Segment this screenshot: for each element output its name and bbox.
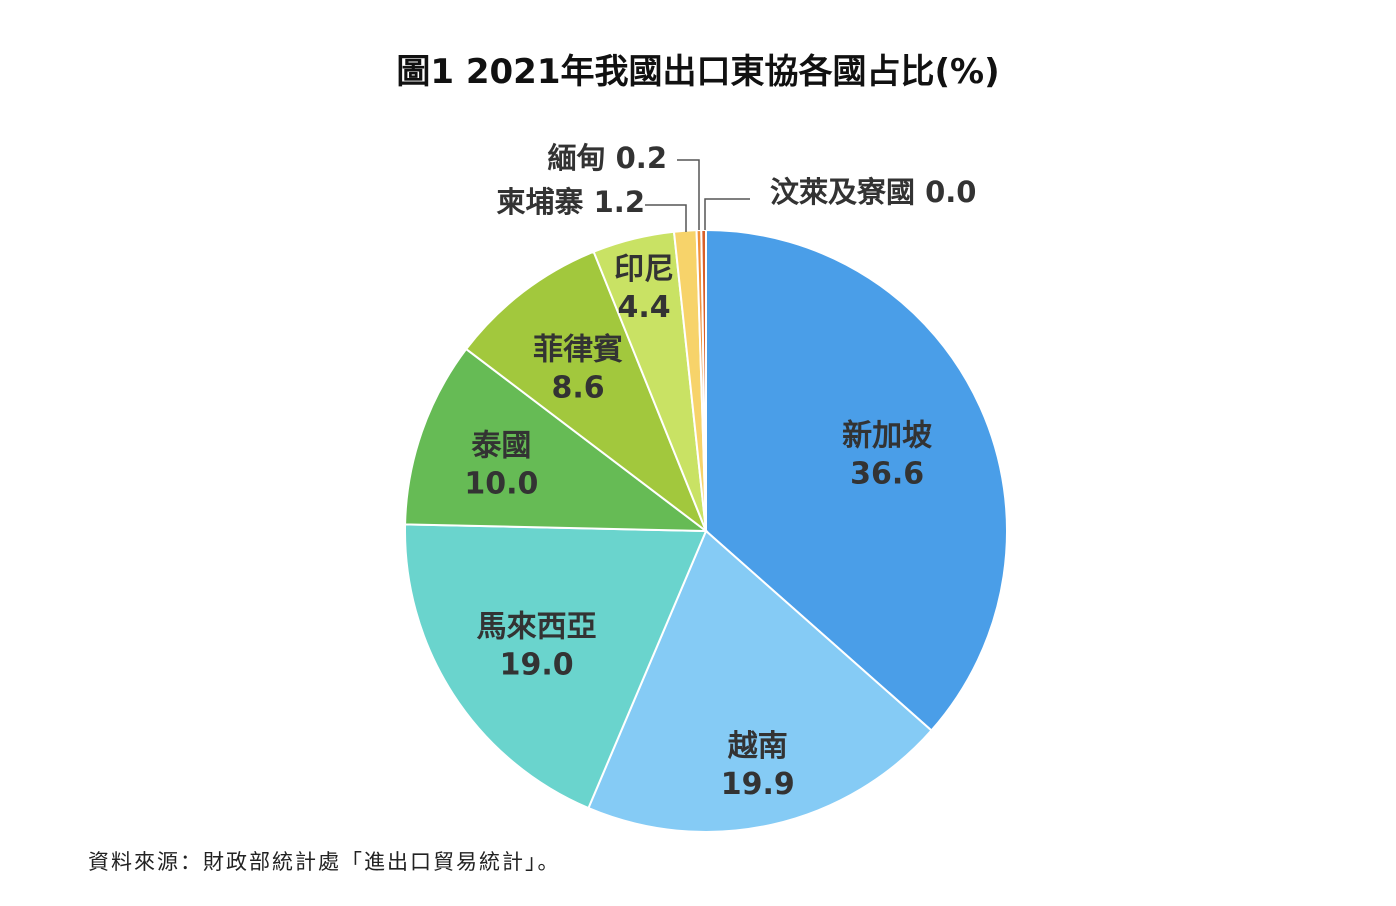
slice-label-thailand: 泰國: [471, 429, 531, 464]
pie-slice-singapore: [705, 228, 1008, 732]
pie-slice-philippines: [464, 250, 709, 534]
leader-line-myanmar: [677, 159, 700, 230]
pie-slice-brunei-laos: [700, 228, 707, 532]
slice-value-philippines: 8.6: [552, 371, 605, 406]
slice-value-vietnam: 19.9: [721, 767, 795, 802]
slice-label-philippines: 菲律賓: [533, 333, 623, 368]
leader-line-cambodia: [645, 204, 687, 232]
chart-title: 圖1 2021年我國出口東協各國占比(%): [396, 52, 1000, 92]
callout-label-brunei-laos: 汶萊及寮國 0.0: [770, 175, 976, 209]
pie-slice-malaysia: [404, 523, 708, 810]
callout-label-cambodia: 柬埔寨 1.2: [497, 185, 645, 219]
slice-value-indonesia: 4.4: [618, 290, 671, 325]
callout-label-myanmar: 緬甸 0.2: [548, 141, 667, 175]
pie-slice-thailand: [404, 347, 710, 533]
slice-label-singapore: 新加坡: [842, 418, 932, 453]
leader-line-brunei-laos: [704, 198, 750, 230]
slice-value-singapore: 36.6: [850, 456, 924, 491]
slice-label-malaysia: 馬來西亞: [477, 610, 597, 645]
source-note: 資料來源：財政部統計處「進出口貿易統計」。: [88, 850, 561, 874]
slice-label-indonesia: 印尼: [614, 252, 674, 287]
slice-value-malaysia: 19.0: [500, 648, 574, 683]
slice-label-vietnam: 越南: [728, 729, 788, 764]
slice-value-thailand: 10.0: [464, 467, 538, 502]
